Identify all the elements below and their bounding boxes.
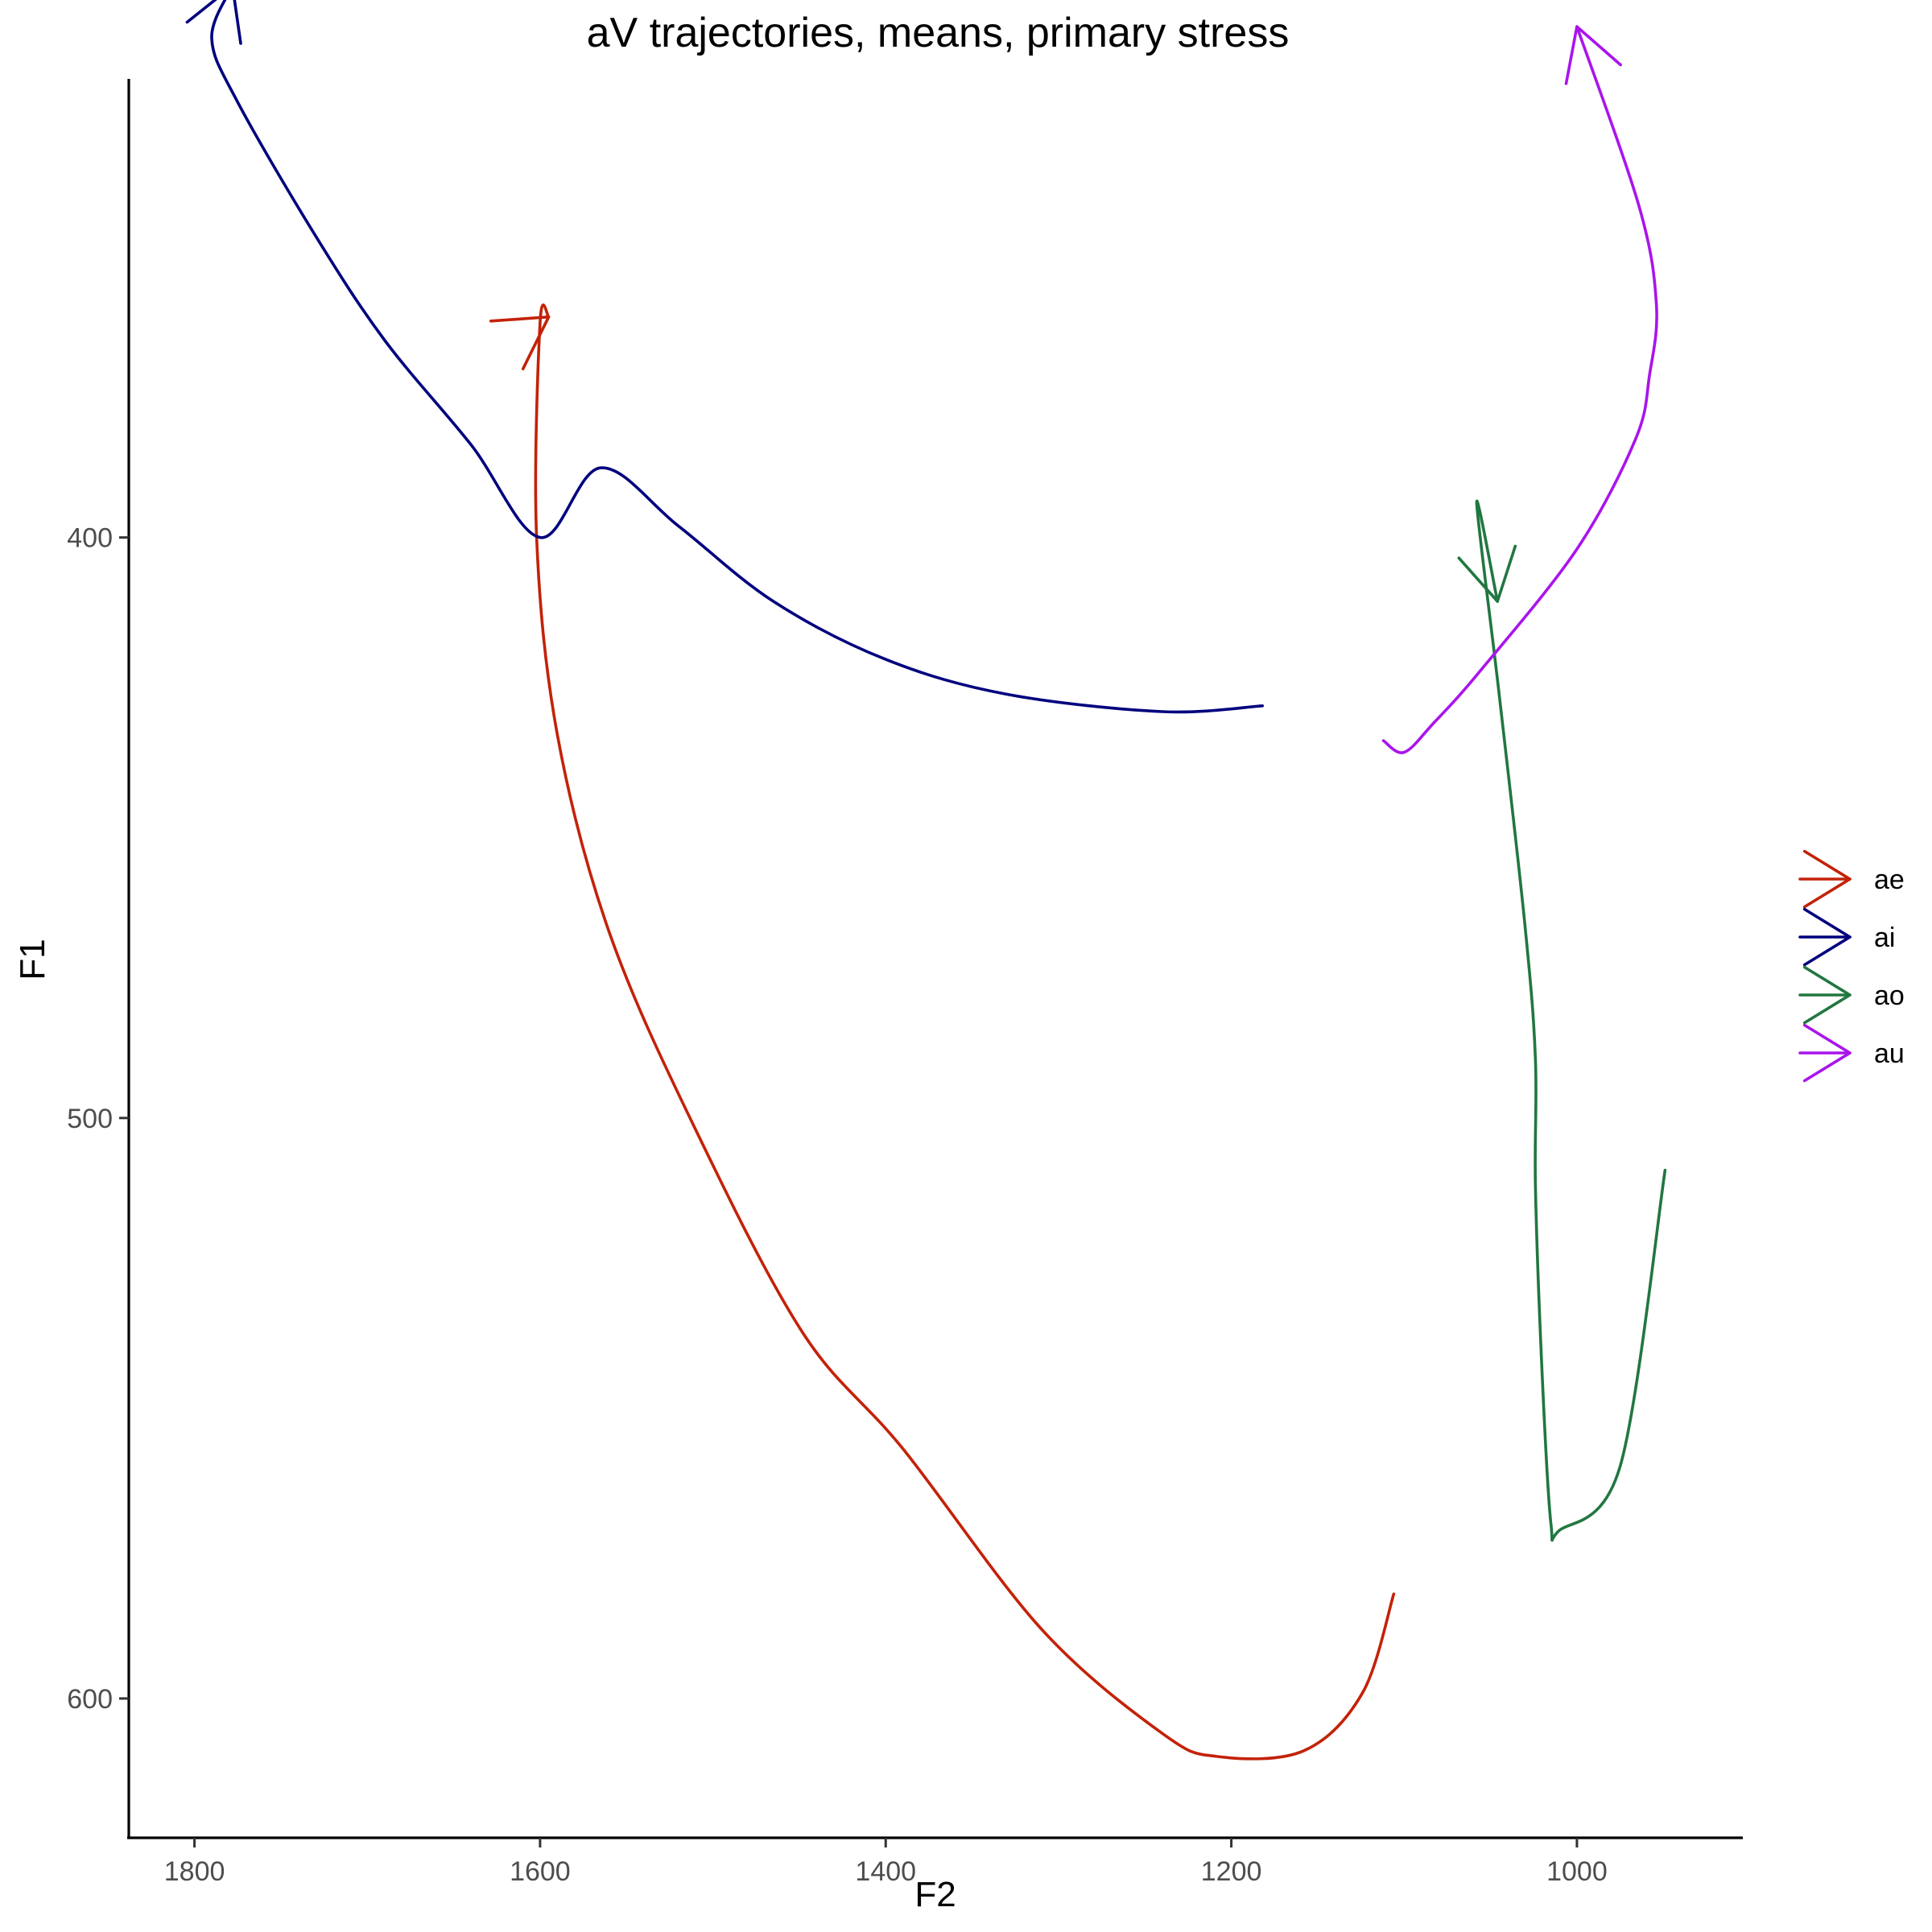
y-axis-title: F1: [13, 939, 52, 980]
trajectory-au: [1381, 25, 1658, 754]
y-tick-label: 400: [67, 523, 113, 554]
trajectory-ai: [210, 0, 1264, 714]
x-axis-ticks: 1800 1600 1400 1200 1000: [164, 1838, 1608, 1887]
y-axis-ticks: 400 500 600: [67, 523, 129, 1715]
legend: ae ai ao au: [1798, 849, 1905, 1083]
trajectory-ae: [534, 303, 1396, 1761]
plot-area: [185, 0, 1667, 1761]
x-tick-label: 1200: [1201, 1856, 1262, 1887]
chart-title: aV trajectories, means, primary stress: [587, 10, 1290, 56]
arrowhead-ai: [185, 0, 242, 45]
legend-label: ai: [1874, 923, 1895, 953]
x-tick-label: 1600: [510, 1856, 571, 1887]
arrowhead-au: [1564, 25, 1622, 85]
legend-key-arrowhead: [1802, 1023, 1852, 1083]
legend-key-arrowhead: [1802, 907, 1852, 967]
legend-item-ae: ae: [1798, 849, 1905, 909]
legend-label: au: [1874, 1038, 1905, 1069]
x-axis-title: F2: [914, 1875, 956, 1914]
legend-item-au: au: [1798, 1023, 1905, 1083]
x-tick-label: 1800: [164, 1856, 225, 1887]
x-tick-label: 1000: [1546, 1856, 1608, 1887]
arrowhead-ao: [1457, 544, 1517, 603]
legend-key-arrowhead: [1802, 849, 1852, 909]
legend-item-ai: ai: [1798, 907, 1895, 967]
x-tick-label: 1400: [855, 1856, 916, 1887]
trajectory-ao: [1475, 499, 1667, 1542]
y-tick-label: 500: [67, 1104, 113, 1134]
arrowhead-ae: [489, 315, 551, 370]
legend-item-ao: ao: [1798, 965, 1905, 1025]
legend-key-arrowhead: [1802, 965, 1852, 1025]
legend-label: ao: [1874, 980, 1905, 1011]
legend-label: ae: [1874, 865, 1905, 895]
y-tick-label: 600: [67, 1684, 113, 1715]
